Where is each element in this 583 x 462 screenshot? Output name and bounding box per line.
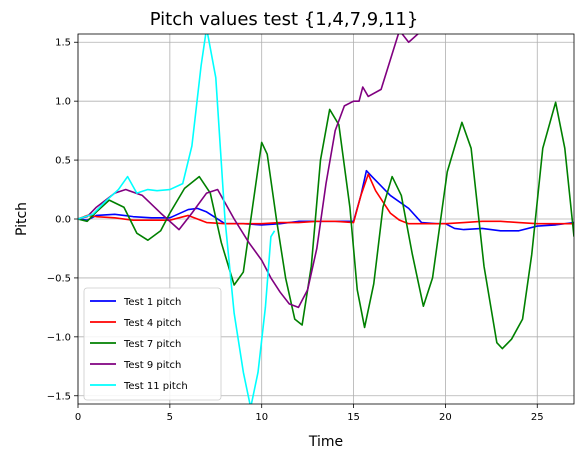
y-tick-label: 1.0 xyxy=(55,97,71,108)
x-tick-label: 20 xyxy=(439,412,452,423)
chart-title: Pitch values test {1,4,7,9,11} xyxy=(150,9,419,30)
series-line-4 xyxy=(78,34,420,309)
x-axis-label: Time xyxy=(308,434,343,450)
series-line-5 xyxy=(78,34,276,404)
x-tick-label: 25 xyxy=(531,412,544,423)
legend-label: Test 4 pitch xyxy=(123,318,181,329)
legend-label: Test 11 pitch xyxy=(123,381,188,392)
series-line-3 xyxy=(78,101,574,350)
legend-label: Test 7 pitch xyxy=(123,339,181,350)
series-lines xyxy=(78,34,574,404)
x-tick-label: 10 xyxy=(255,412,268,423)
legend-label: Test 1 pitch xyxy=(123,297,181,308)
y-tick-label: −1.5 xyxy=(47,391,71,402)
x-tick-label: 0 xyxy=(75,412,81,423)
axis-ticks: 0 5 10 15 20 25 −1.5 −1.0 −0.5 0.0 0.5 1.0 1.5 xyxy=(47,38,544,423)
y-tick-label: −0.5 xyxy=(47,273,71,284)
legend-box xyxy=(83,287,222,401)
y-tick-label: 0.0 xyxy=(55,215,71,226)
x-tick-label: 5 xyxy=(167,412,173,423)
legend: Test 1 pitch Test 4 pitch Test 7 pitch Test… xyxy=(83,287,222,401)
y-tick-label: −1.0 xyxy=(47,332,71,343)
legend-label: Test 9 pitch xyxy=(123,360,181,371)
y-axis-label: Pitch xyxy=(14,202,30,236)
y-tick-label: 1.5 xyxy=(55,38,71,49)
grid xyxy=(77,34,574,404)
x-tick-label: 15 xyxy=(347,412,360,423)
y-tick-label: 0.5 xyxy=(55,156,71,167)
